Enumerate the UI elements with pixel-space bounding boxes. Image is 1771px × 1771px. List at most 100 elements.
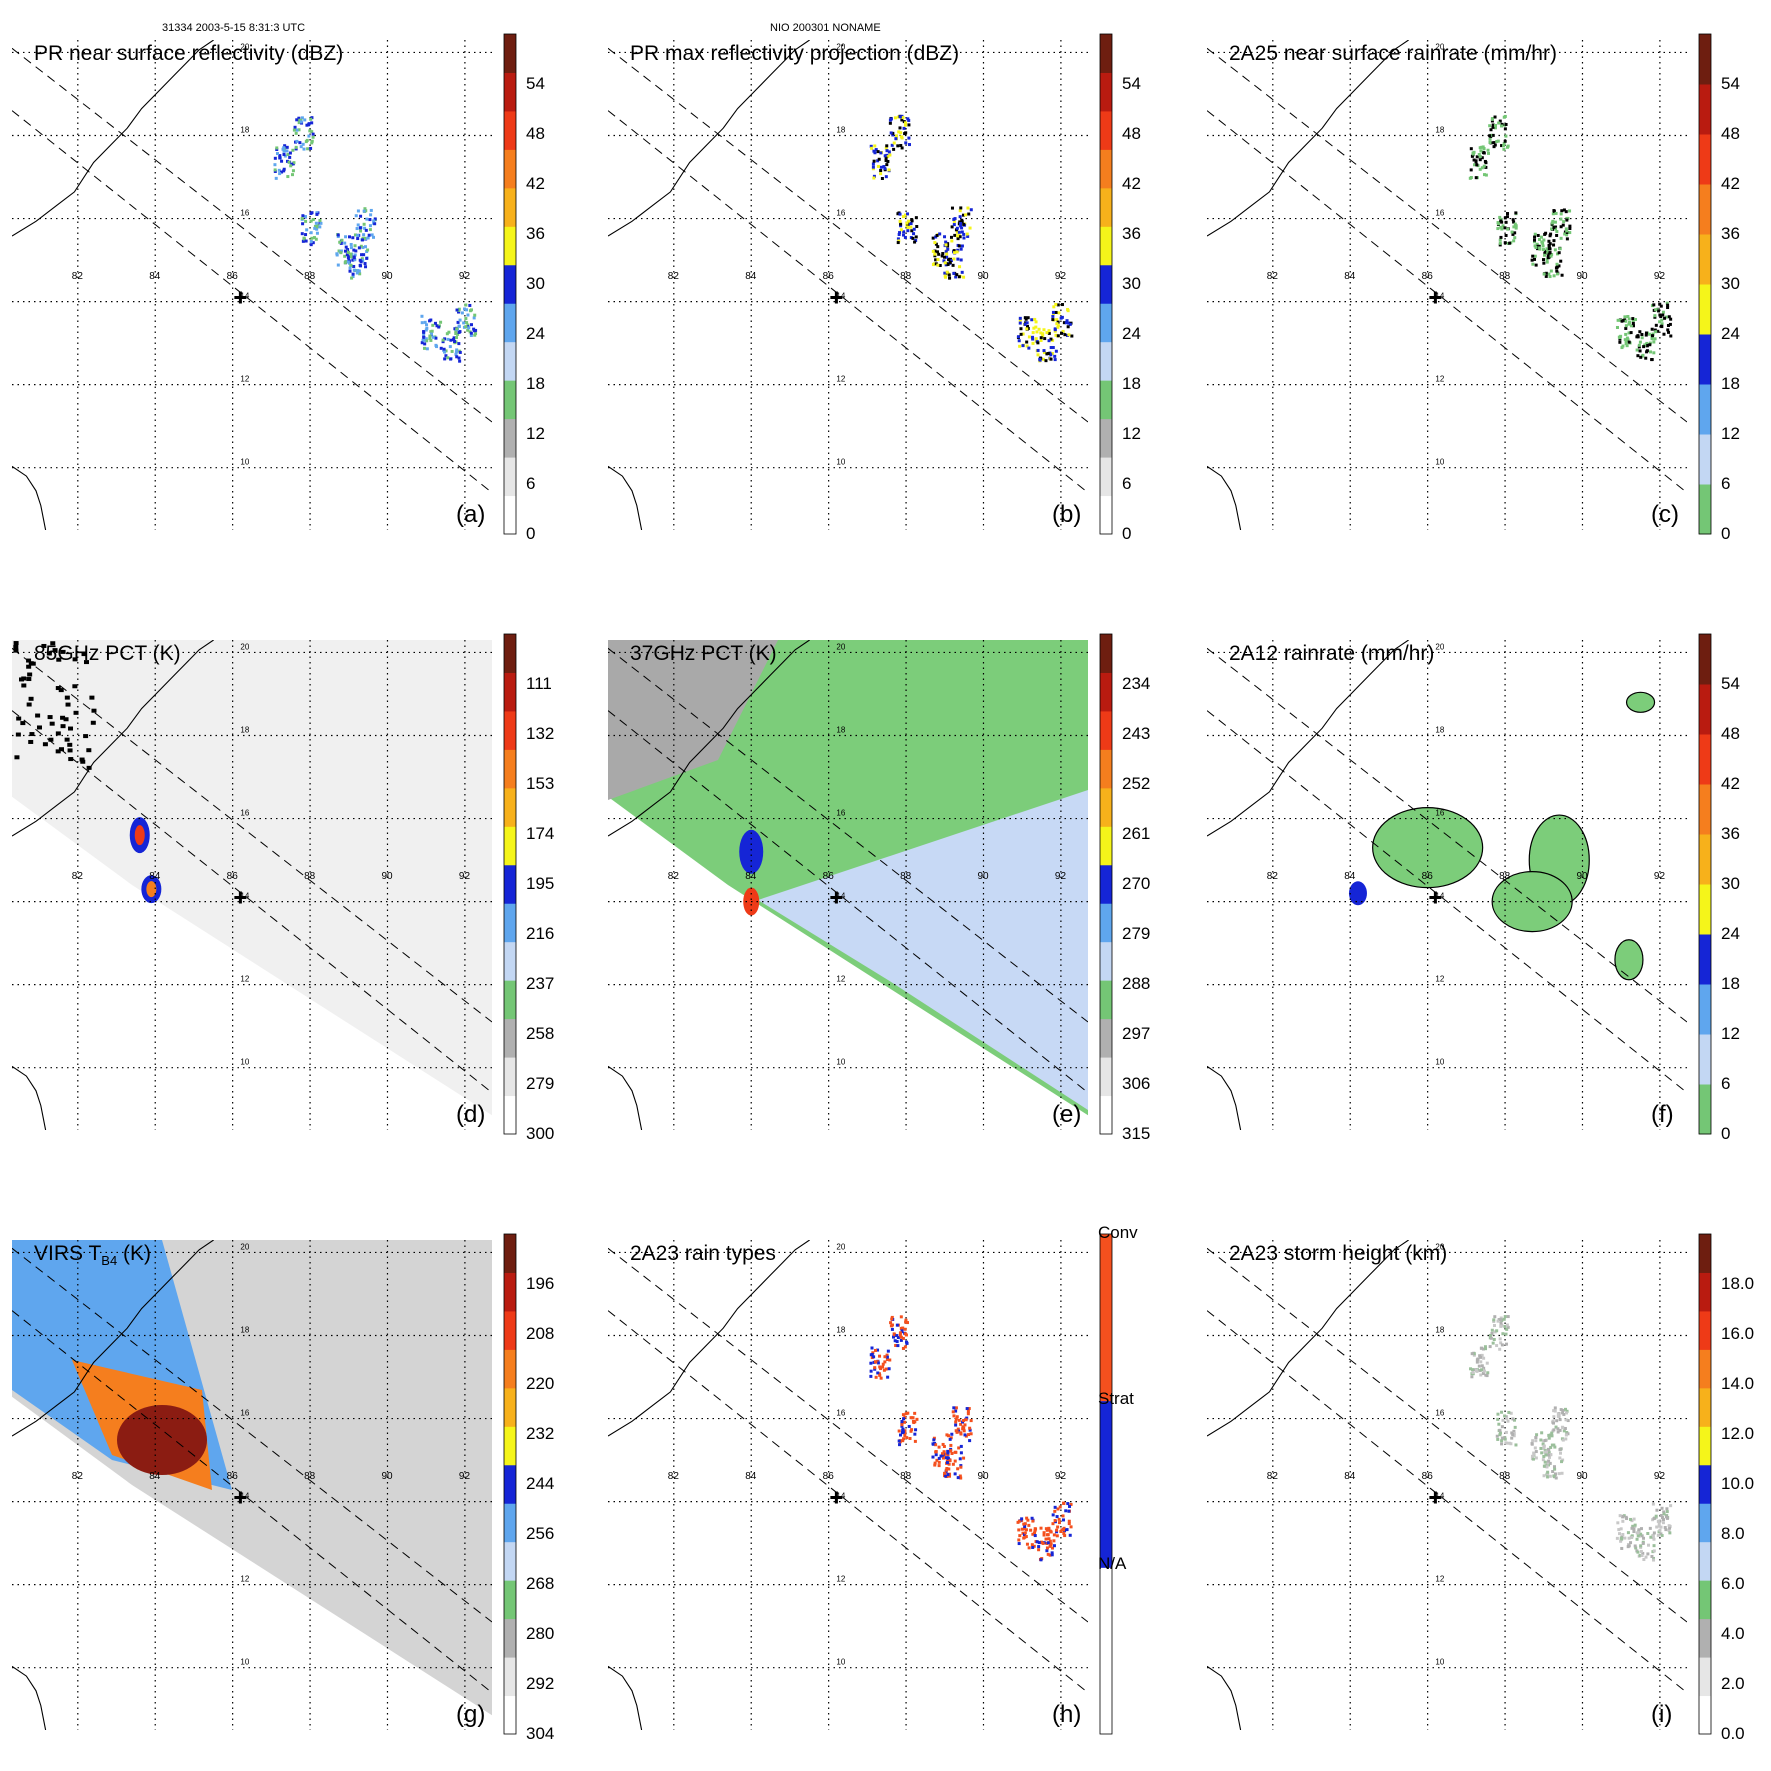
- lon-label: 86: [1422, 271, 1434, 282]
- precip-pixel: [912, 232, 916, 236]
- precip-pixel: [353, 244, 357, 248]
- precip-pixel: [1553, 220, 1557, 224]
- colorbar-segment: [504, 1503, 516, 1543]
- precip-pixel: [349, 264, 353, 268]
- colorbar-label: 195: [526, 874, 554, 893]
- precip-pixel: [1067, 1509, 1071, 1513]
- cold-pixel: [65, 702, 71, 707]
- colorbar-label: 48: [1122, 124, 1141, 143]
- colorbar-label: 54: [526, 74, 545, 93]
- precip-pixel: [1022, 1536, 1026, 1540]
- precip-pixel: [302, 237, 306, 241]
- precip-pixel: [1478, 167, 1482, 171]
- precip-pixel: [1020, 1517, 1024, 1521]
- precip-pixel: [1552, 1474, 1556, 1478]
- precip-pixel: [1504, 1342, 1508, 1346]
- precip-pixel: [1053, 358, 1057, 362]
- precip-pixel: [1512, 1418, 1516, 1422]
- precip-pixel: [901, 1346, 905, 1350]
- precip-pixel: [1478, 155, 1482, 159]
- precip-pixel: [888, 1358, 892, 1362]
- precip-pixel: [958, 209, 962, 213]
- precip-pixel: [1532, 1452, 1536, 1456]
- precip-pixel: [300, 116, 304, 120]
- precip-pixel: [428, 319, 432, 323]
- precip-pixel: [1665, 1507, 1669, 1511]
- precip-pixel: [896, 1344, 900, 1348]
- precip-pixel: [1067, 1519, 1071, 1523]
- colorbar-segment: [1699, 34, 1711, 85]
- precip-pixel: [886, 155, 890, 159]
- precip-pixel: [344, 235, 348, 239]
- precip-pixel: [1546, 1470, 1550, 1474]
- precip-pixel: [1493, 143, 1497, 147]
- precip-pixel: [952, 249, 956, 253]
- colorbar-segment: [1100, 1057, 1112, 1097]
- precip-pixel: [1488, 137, 1492, 141]
- precip-pixel: [435, 324, 439, 328]
- precip-pixel: [422, 338, 426, 342]
- cold-pixel: [30, 661, 36, 666]
- precip-pixel: [1653, 337, 1657, 341]
- precip-pixel: [898, 126, 902, 130]
- map-area: 828486889092201816141210: [608, 40, 1088, 530]
- precip-pixel: [1629, 331, 1633, 335]
- precip-pixel: [946, 1449, 950, 1453]
- colorbar-label: 261: [1122, 824, 1150, 843]
- colorbar-label: 297: [1122, 1024, 1150, 1043]
- precip-pixel: [359, 229, 363, 233]
- precip-pixel: [869, 1369, 873, 1373]
- lon-label: 84: [1344, 271, 1356, 282]
- precip-pixel: [879, 165, 883, 169]
- cold-pixel: [83, 660, 89, 665]
- precip-pixel: [1039, 1526, 1043, 1530]
- precip-pixel: [1638, 330, 1642, 334]
- precip-pixel: [468, 309, 472, 313]
- precip-pixel: [959, 247, 963, 251]
- precip-pixel: [947, 1467, 951, 1471]
- precip-pixel: [1496, 222, 1500, 226]
- precip-pixel: [960, 220, 964, 224]
- precip-pixel: [1639, 1549, 1643, 1553]
- precip-pixel: [933, 249, 937, 253]
- precip-pixel: [1482, 164, 1486, 168]
- precip-pixel: [1644, 333, 1648, 337]
- lat-label: 16: [1435, 809, 1444, 818]
- precip-pixel: [883, 167, 887, 171]
- precip-pixel: [899, 222, 903, 226]
- precip-pixel: [304, 233, 308, 237]
- precip-pixel: [1644, 356, 1648, 360]
- precip-pixel: [363, 207, 367, 211]
- precip-pixel: [888, 153, 892, 157]
- precip-pixel: [1506, 1325, 1510, 1329]
- precip-pixel: [1545, 260, 1549, 264]
- precip-pixel: [425, 323, 429, 327]
- precip-pixel: [1488, 140, 1492, 144]
- precip-pixel: [1546, 256, 1550, 260]
- precip-pixel: [346, 256, 350, 260]
- precip-pixel: [1626, 337, 1630, 341]
- lon-label: 82: [1267, 1471, 1279, 1482]
- map-area: 828486889092201816141210: [12, 1240, 492, 1730]
- precip-pixel: [947, 258, 951, 262]
- precip-pixel: [904, 1318, 908, 1322]
- precip-pixel: [1551, 1421, 1555, 1425]
- precip-pixel: [968, 226, 972, 230]
- lat-label: 10: [1435, 1658, 1444, 1667]
- precip-pixel: [889, 117, 893, 121]
- lat-label: 18: [240, 1326, 249, 1335]
- precip-pixel: [1048, 1553, 1052, 1557]
- precip-pixel: [1534, 1436, 1538, 1440]
- precip-pixel: [423, 342, 427, 346]
- cold-pixel: [15, 732, 21, 737]
- precip-pixel: [902, 230, 906, 234]
- precip-pixel: [881, 1365, 885, 1369]
- precip-pixel: [1501, 1418, 1505, 1422]
- cold-pixel: [26, 658, 32, 663]
- colorbar-segment: [504, 380, 516, 420]
- colorbar-segment: [504, 1426, 516, 1466]
- precip-pixel: [1054, 349, 1058, 353]
- precip-pixel: [1478, 158, 1482, 162]
- precip-pixel: [372, 219, 376, 223]
- colorbar-segment: [1100, 457, 1112, 497]
